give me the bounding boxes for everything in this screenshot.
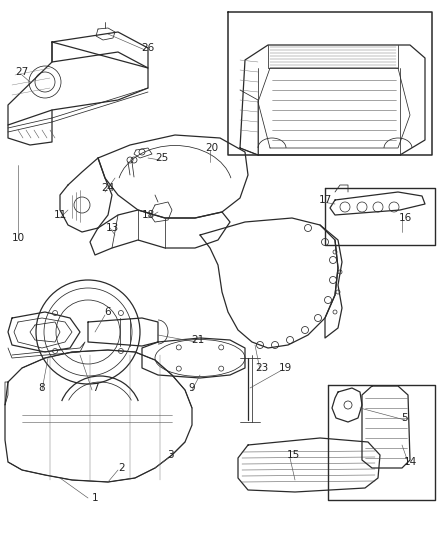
Text: 20: 20 <box>205 143 219 153</box>
Text: 27: 27 <box>15 67 28 77</box>
Text: 23: 23 <box>255 363 268 373</box>
Text: 17: 17 <box>318 195 332 205</box>
Text: 9: 9 <box>189 383 195 393</box>
Text: 18: 18 <box>141 210 155 220</box>
Text: 2: 2 <box>119 463 125 473</box>
Text: 3: 3 <box>167 450 173 460</box>
Text: 15: 15 <box>286 450 300 460</box>
Text: 26: 26 <box>141 43 155 53</box>
Text: 19: 19 <box>279 363 292 373</box>
Text: 8: 8 <box>39 383 45 393</box>
Text: 1: 1 <box>92 493 98 503</box>
Text: 11: 11 <box>53 210 67 220</box>
Text: 7: 7 <box>92 383 98 393</box>
Text: 16: 16 <box>399 213 412 223</box>
Text: 6: 6 <box>105 307 111 317</box>
Text: 24: 24 <box>101 183 115 193</box>
Text: 21: 21 <box>191 335 205 345</box>
Text: 25: 25 <box>155 153 169 163</box>
Text: 5: 5 <box>402 413 408 423</box>
Text: 13: 13 <box>106 223 119 233</box>
Text: 14: 14 <box>403 457 417 467</box>
Text: 10: 10 <box>11 233 25 243</box>
